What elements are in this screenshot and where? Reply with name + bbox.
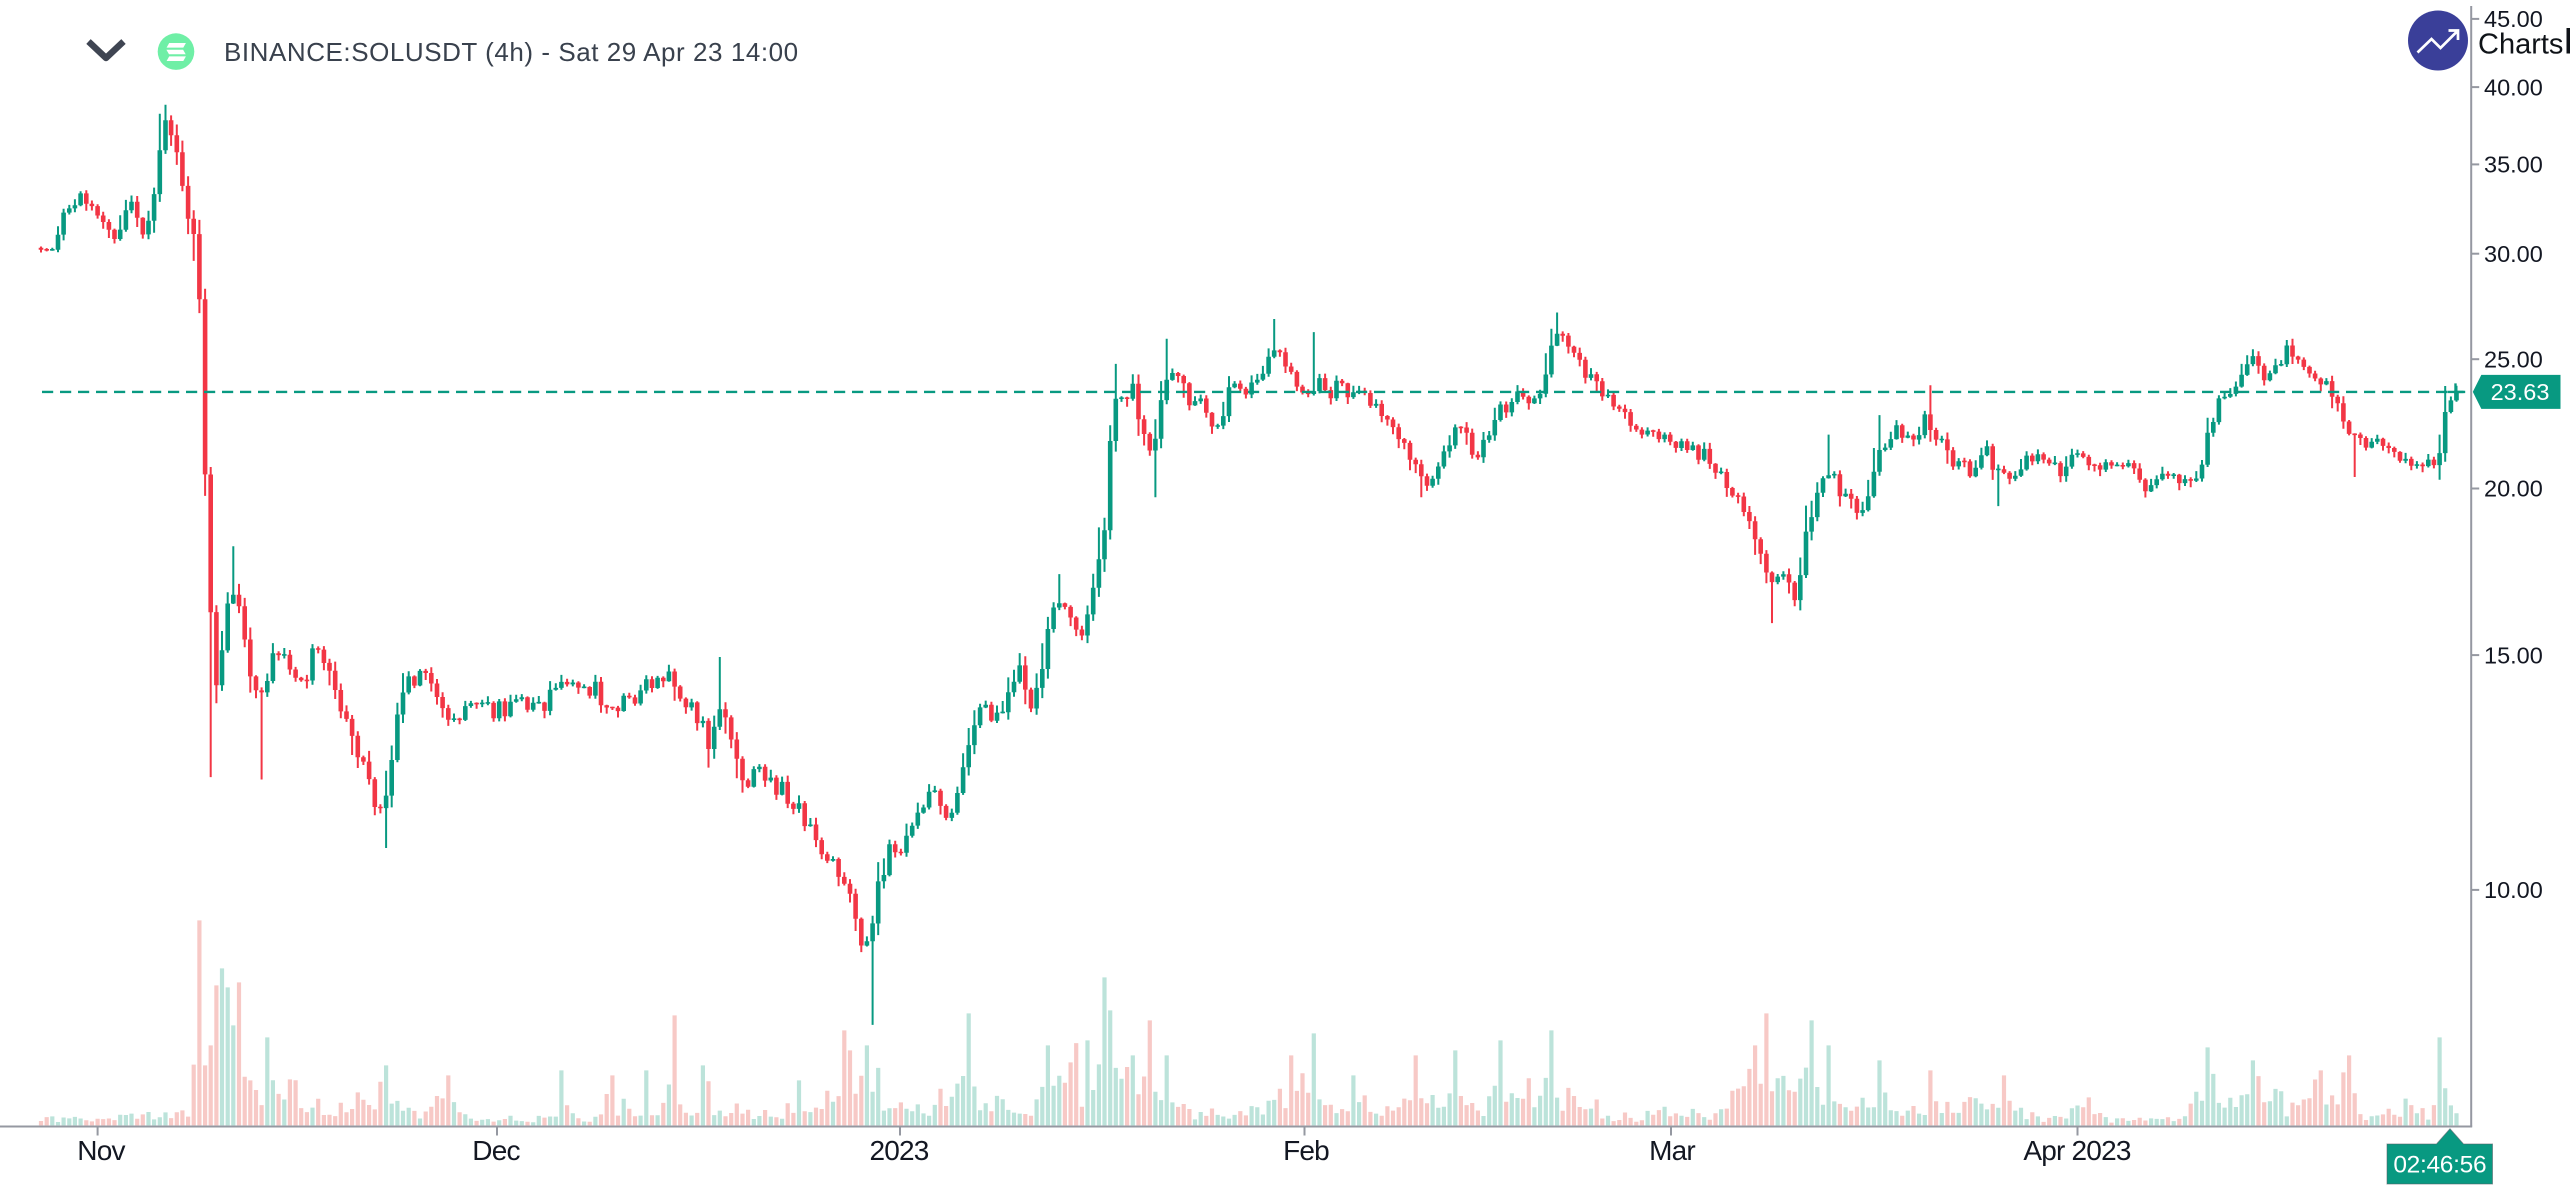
- svg-text:10.00: 10.00: [2484, 877, 2543, 903]
- svg-text:40.00: 40.00: [2484, 74, 2543, 100]
- svg-text:Mar: Mar: [1649, 1135, 1695, 1166]
- svg-text:2023: 2023: [869, 1135, 928, 1166]
- svg-text:35.00: 35.00: [2484, 152, 2543, 178]
- svg-text:Nov: Nov: [77, 1135, 125, 1166]
- svg-text:Apr 2023: Apr 2023: [2023, 1135, 2130, 1166]
- svg-text:15.00: 15.00: [2484, 642, 2543, 668]
- svg-text:Dec: Dec: [472, 1135, 520, 1166]
- svg-text:30.00: 30.00: [2484, 241, 2543, 267]
- svg-text:23.63: 23.63: [2491, 379, 2550, 405]
- svg-text:Charts: Charts: [2478, 29, 2563, 61]
- svg-text:Feb: Feb: [1283, 1135, 1329, 1166]
- svg-text:20.00: 20.00: [2484, 476, 2543, 502]
- svg-text:02:46:56: 02:46:56: [2393, 1152, 2486, 1179]
- svg-text:25.00: 25.00: [2484, 346, 2543, 372]
- svg-text:BINANCE:SOLUSDT (4h) - Sat 29: BINANCE:SOLUSDT (4h) - Sat 29 Apr 23 14:…: [224, 37, 799, 67]
